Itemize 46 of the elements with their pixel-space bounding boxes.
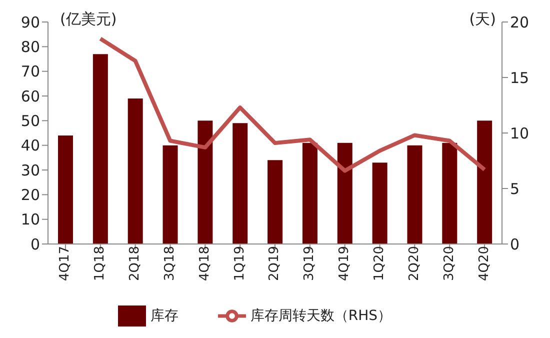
x-tick-label: 1Q20 (372, 246, 387, 282)
y-tick-label: 80 (20, 38, 40, 56)
y-axis-title: (亿美元) (60, 10, 117, 29)
y-tick-label: 40 (20, 136, 40, 155)
y2-tick-label: 20 (510, 13, 530, 32)
x-tick-label: 2Q19 (267, 246, 282, 282)
bar (372, 162, 388, 244)
x-tick-label: 4Q19 (337, 246, 352, 282)
y-tick-label: 70 (20, 62, 40, 81)
y-tick-label: 50 (20, 112, 40, 130)
y2-axis-title: (天) (469, 10, 496, 29)
bar (407, 145, 422, 244)
y-tick-label: 10 (20, 210, 40, 229)
bar (442, 142, 458, 244)
y-tick-label: 60 (20, 87, 40, 106)
y-tick-label: 90 (20, 13, 40, 32)
x-tick-label: 4Q20 (476, 246, 492, 282)
y2-tick-label: 0 (510, 235, 520, 254)
y-tick-label: 0 (30, 235, 40, 254)
x-tick-label: 1Q19 (232, 246, 248, 282)
x-tick-label: 4Q17 (58, 246, 73, 282)
line-series (98, 36, 487, 173)
legend-label: 库存 (150, 308, 178, 324)
y2-tick-label: 5 (510, 180, 520, 198)
x-tick-label: 3Q19 (302, 246, 318, 282)
x-tick-label: 3Q18 (162, 246, 178, 282)
y-tick-label: 20 (20, 186, 40, 204)
bar (477, 120, 492, 244)
bar (302, 142, 318, 244)
y2-tick-label: 10 (510, 124, 530, 142)
y2-tick-label: 15 (510, 68, 530, 87)
bar (58, 135, 73, 244)
y-tick-label: 30 (20, 161, 40, 180)
bar (232, 123, 248, 244)
x-tick-label: 4Q18 (197, 246, 212, 282)
bar (198, 120, 213, 244)
bar (337, 142, 352, 244)
bar (162, 145, 178, 244)
x-tick-label: 1Q18 (92, 246, 108, 282)
bar (92, 54, 108, 244)
x-tick-label: 3Q20 (442, 246, 457, 282)
bar (268, 160, 283, 244)
bar (128, 98, 143, 244)
legend-label: 库存周转天数（RHS） (250, 308, 392, 324)
x-tick-label: 2Q18 (128, 246, 143, 282)
x-tick-label: 2Q20 (406, 246, 422, 282)
